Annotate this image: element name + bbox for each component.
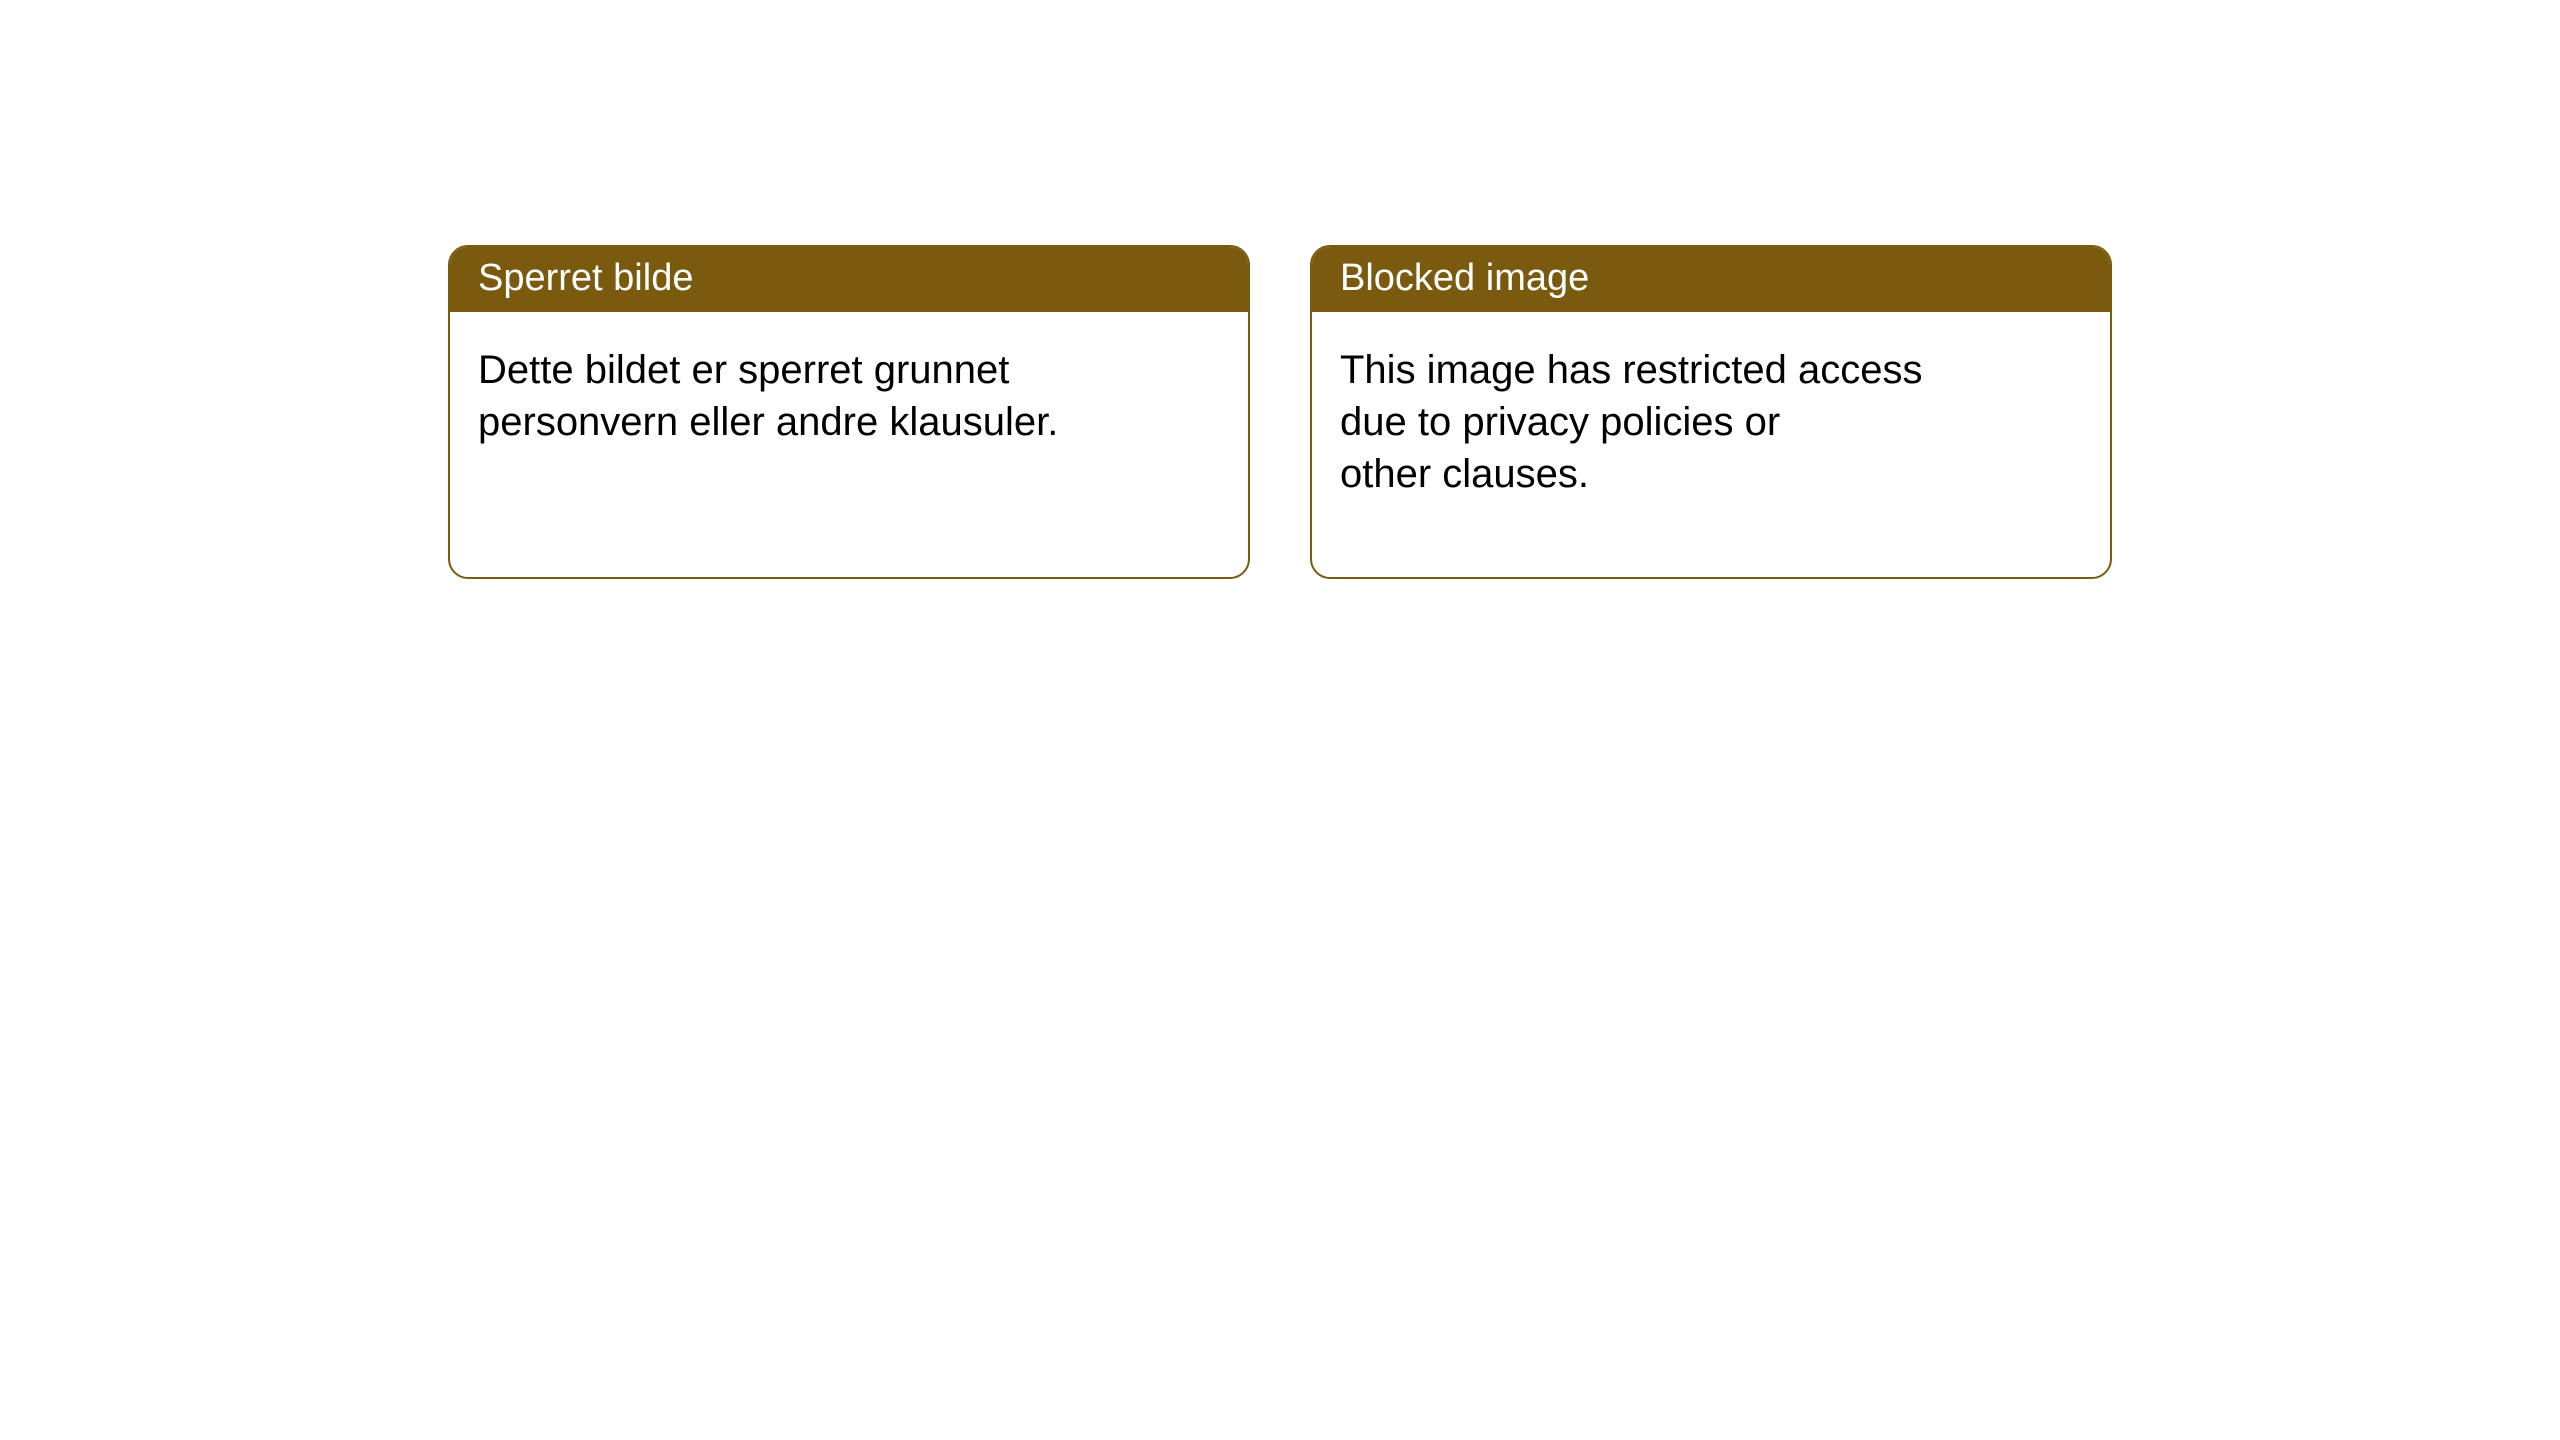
notice-body-norwegian: Dette bildet er sperret grunnet personve… (450, 312, 1248, 480)
notice-card-norwegian: Sperret bilde Dette bildet er sperret gr… (448, 245, 1250, 579)
notice-card-english: Blocked image This image has restricted … (1310, 245, 2112, 579)
notice-header-norwegian: Sperret bilde (450, 247, 1248, 312)
notice-header-english: Blocked image (1312, 247, 2110, 312)
notices-container: Sperret bilde Dette bildet er sperret gr… (448, 245, 2560, 579)
notice-body-english: This image has restricted access due to … (1312, 312, 2110, 532)
